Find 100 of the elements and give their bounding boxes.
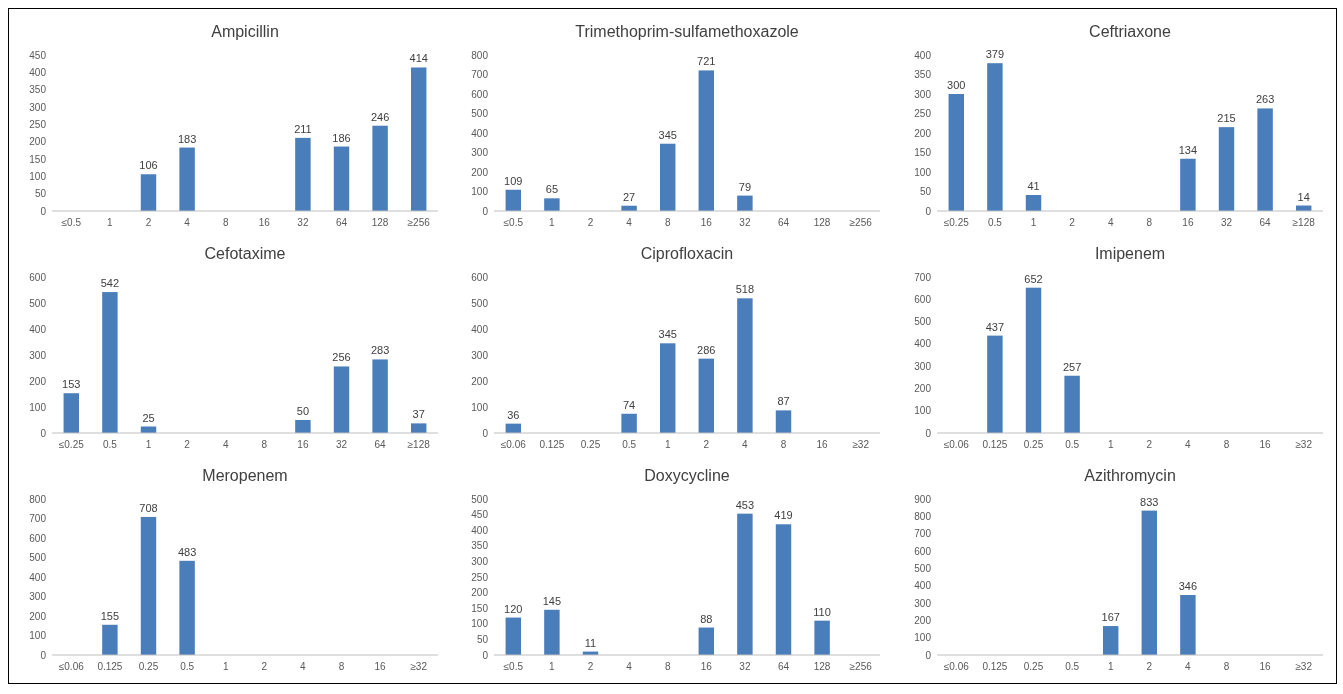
bar bbox=[737, 513, 754, 655]
y-tick-label: 0 bbox=[40, 205, 47, 217]
x-tick-label: 2 bbox=[704, 439, 710, 450]
data-label: 453 bbox=[736, 498, 755, 511]
x-tick-label: 0.5 bbox=[987, 217, 1003, 228]
bar bbox=[1102, 626, 1119, 655]
y-tick-label: 200 bbox=[29, 375, 47, 387]
data-label: 286 bbox=[697, 343, 716, 356]
y-tick-label: 500 bbox=[914, 316, 932, 328]
y-tick-label: 100 bbox=[914, 166, 932, 178]
bar bbox=[948, 94, 964, 211]
x-tick-label: 64 bbox=[336, 217, 348, 228]
bar bbox=[333, 146, 350, 211]
x-tick-label: 2 bbox=[261, 661, 268, 672]
bar bbox=[699, 627, 715, 655]
data-label: 346 bbox=[1178, 580, 1197, 593]
x-tick-label: ≤0.06 bbox=[501, 439, 527, 450]
x-tick-label: ≤0.25 bbox=[943, 217, 970, 228]
bar bbox=[506, 617, 522, 655]
data-label: 257 bbox=[1062, 360, 1082, 373]
x-tick-label: ≥256 bbox=[850, 217, 873, 228]
x-tick-label: 8 bbox=[1223, 439, 1230, 450]
y-tick-label: 500 bbox=[471, 493, 489, 505]
y-tick-label: 300 bbox=[471, 555, 489, 567]
bar bbox=[776, 524, 792, 655]
y-tick-label: 400 bbox=[471, 127, 489, 139]
chart-title: Meropenem bbox=[202, 467, 288, 484]
data-label: 721 bbox=[697, 55, 716, 68]
x-tick-label: ≥256 bbox=[407, 217, 431, 228]
y-tick-label: 250 bbox=[471, 571, 489, 583]
data-label: 11 bbox=[585, 636, 597, 649]
data-label: 41 bbox=[1027, 180, 1040, 193]
y-tick-label: 500 bbox=[471, 108, 489, 119]
y-tick-label: 300 bbox=[29, 101, 47, 113]
y-tick-label: 400 bbox=[914, 338, 932, 350]
x-tick-label: ≥128 bbox=[407, 439, 431, 450]
y-tick-label: 300 bbox=[914, 88, 932, 100]
bar bbox=[140, 174, 157, 211]
y-tick-label: 100 bbox=[914, 632, 932, 644]
data-label: 186 bbox=[332, 131, 351, 144]
y-tick-label: 700 bbox=[29, 513, 47, 524]
x-tick-label: 128 bbox=[371, 217, 390, 228]
x-tick-label: ≤0.5 bbox=[504, 661, 524, 672]
bar bbox=[372, 359, 388, 433]
y-tick-label: 600 bbox=[914, 545, 932, 557]
x-tick-label: ≤0.06 bbox=[943, 661, 970, 672]
x-tick-label: 8 bbox=[1223, 661, 1230, 672]
x-tick-label: 8 bbox=[261, 439, 268, 450]
x-tick-label: 32 bbox=[739, 217, 752, 228]
x-tick-label: 0.5 bbox=[1064, 439, 1080, 450]
x-tick-label: 1 bbox=[1107, 661, 1114, 672]
y-tick-label: 400 bbox=[29, 323, 47, 335]
y-tick-label: 200 bbox=[914, 382, 932, 394]
data-label: 300 bbox=[946, 79, 966, 91]
data-label: 88 bbox=[700, 612, 713, 625]
x-tick-label: 4 bbox=[1184, 661, 1191, 672]
x-tick-label: 2 bbox=[1146, 439, 1153, 450]
data-label: 833 bbox=[1139, 495, 1159, 508]
x-tick-label: 4 bbox=[742, 439, 749, 450]
y-tick-label: 150 bbox=[914, 147, 932, 158]
bar bbox=[179, 560, 195, 655]
bar bbox=[544, 198, 561, 211]
data-label: 379 bbox=[985, 48, 1004, 61]
data-label: 246 bbox=[371, 110, 390, 123]
y-tick-label: 600 bbox=[914, 293, 932, 305]
bar bbox=[544, 609, 561, 655]
y-tick-label: 250 bbox=[29, 118, 47, 130]
x-tick-label: 32 bbox=[1220, 217, 1233, 228]
x-tick-label: 0.25 bbox=[1023, 439, 1044, 450]
y-tick-label: 200 bbox=[29, 136, 47, 148]
y-tick-label: 700 bbox=[914, 528, 932, 540]
bar bbox=[333, 366, 350, 433]
x-tick-label: 16 bbox=[1259, 439, 1271, 450]
data-label: 483 bbox=[178, 545, 197, 558]
y-tick-label: 100 bbox=[471, 618, 489, 630]
y-tick-label: 300 bbox=[471, 147, 489, 158]
y-tick-label: 300 bbox=[914, 360, 932, 372]
bar bbox=[102, 292, 118, 433]
bar bbox=[411, 423, 427, 433]
y-tick-label: 500 bbox=[29, 552, 47, 563]
bar bbox=[295, 137, 311, 211]
data-label: 345 bbox=[659, 328, 678, 341]
y-tick-label: 600 bbox=[29, 532, 47, 544]
y-tick-label: 300 bbox=[29, 591, 47, 602]
y-tick-label: 800 bbox=[29, 493, 47, 505]
x-tick-label: 1 bbox=[1030, 217, 1037, 228]
data-label: 345 bbox=[659, 128, 678, 141]
y-tick-label: 100 bbox=[914, 405, 932, 417]
bar bbox=[660, 143, 676, 211]
x-tick-label: 16 bbox=[374, 661, 387, 672]
data-label: 414 bbox=[409, 52, 429, 65]
bar bbox=[986, 335, 1003, 433]
y-tick-label: 200 bbox=[471, 166, 489, 178]
data-label: 110 bbox=[813, 605, 832, 618]
chart-title: Azithromycin bbox=[1084, 467, 1176, 484]
data-label: 120 bbox=[504, 602, 523, 615]
x-tick-label: 0.5 bbox=[180, 661, 195, 672]
y-tick-label: 200 bbox=[471, 375, 489, 387]
bar bbox=[1025, 287, 1042, 433]
x-tick-label: 1 bbox=[145, 439, 152, 450]
